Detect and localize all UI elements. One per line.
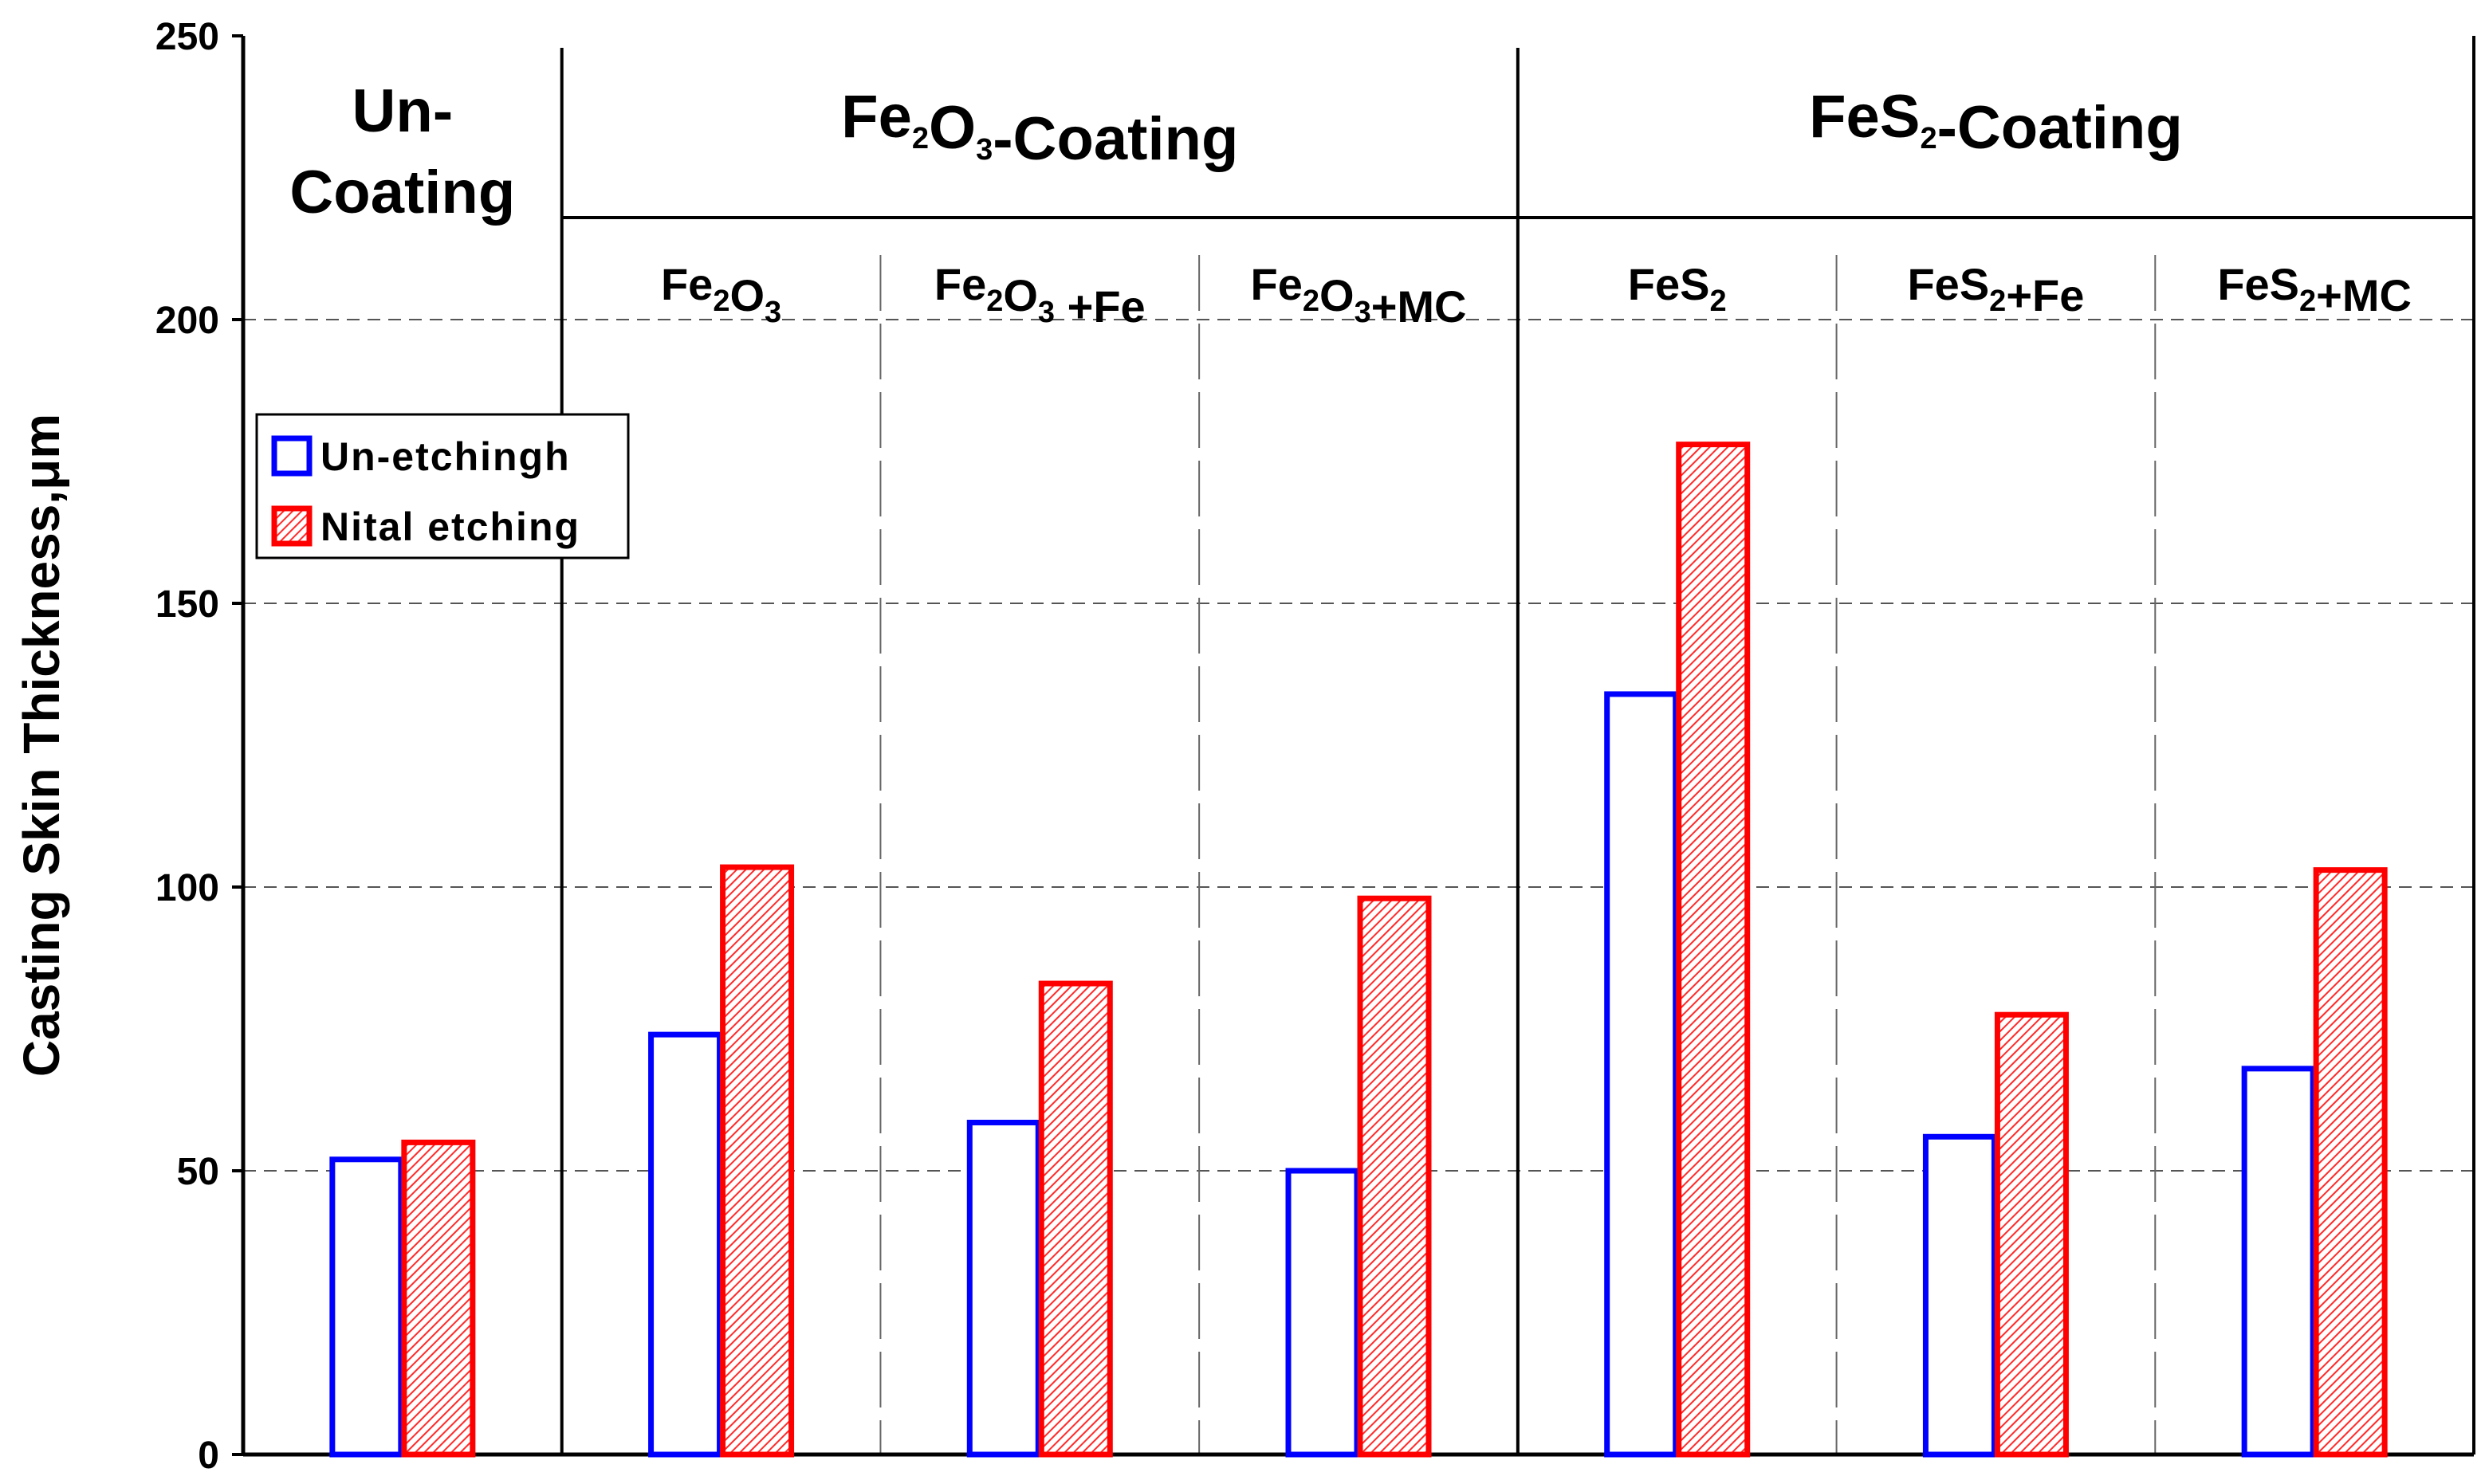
category-label: FeS2+MC	[2217, 259, 2412, 320]
group-title: FeS2-Coating	[1809, 83, 2183, 162]
legend-swatch-un-etching	[271, 435, 313, 477]
bar-un-etching	[648, 1031, 723, 1458]
bar-nital-etching	[720, 864, 795, 1458]
bar-un-etching	[329, 1156, 404, 1458]
bar-un-etching	[1922, 1133, 1997, 1458]
group-title: Un-	[352, 77, 454, 145]
category-label: Fe2O3	[661, 259, 781, 329]
group-title: Fe2O3-Coating	[841, 83, 1238, 173]
category-label: FeS2+Fe	[1907, 259, 2084, 320]
category-label: FeS2	[1628, 259, 1727, 318]
category-label: Fe2O3+MC	[1251, 259, 1467, 332]
y-tick-label: 0	[198, 1435, 219, 1477]
category-labels: Un- Coating Fe2O3-Coating FeS2-Coating Fe2O3…	[289, 77, 2412, 332]
gridlines	[243, 255, 2474, 1455]
bar-nital-etching	[2313, 867, 2388, 1458]
group-title: Coating	[289, 159, 515, 226]
y-tick-label: 50	[177, 1151, 219, 1193]
bar-un-etching	[966, 1119, 1041, 1458]
y-axis-label: Casting Skin Thickness,μm	[13, 414, 70, 1077]
y-axis: 0 50 100 150 200 250 Casting Skin Thickness,μm	[13, 16, 243, 1477]
bars	[329, 442, 2388, 1458]
bar-nital-etching	[1676, 442, 1751, 1458]
bar-nital-etching	[401, 1139, 476, 1458]
y-tick-label: 100	[155, 867, 219, 909]
legend-label-un-etching: Un-etchingh	[320, 434, 571, 479]
bar-un-etching	[2241, 1066, 2316, 1458]
bar-un-etching	[1285, 1168, 1360, 1458]
bar-nital-etching	[1994, 1011, 2069, 1458]
bar-nital-etching	[1038, 980, 1113, 1458]
bar-un-etching	[1604, 691, 1679, 1458]
legend-box	[255, 413, 630, 559]
y-tick-label: 200	[155, 300, 219, 342]
legend: Un-etchingh Nital etching	[255, 413, 630, 559]
category-label: Fe2O3 +Fe	[934, 259, 1146, 332]
legend-swatch-nital-etching	[271, 505, 313, 547]
y-tick-label: 150	[155, 583, 219, 626]
y-tick-label: 250	[155, 16, 219, 58]
bar-nital-etching	[1357, 895, 1432, 1458]
legend-label-nital-etching: Nital etching	[320, 504, 580, 549]
